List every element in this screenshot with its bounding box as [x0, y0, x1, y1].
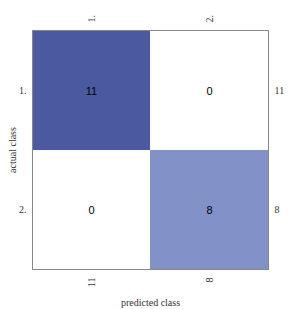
svg-text:8: 8 — [204, 278, 215, 283]
svg-text:2.: 2. — [204, 15, 215, 23]
svg-text:8: 8 — [206, 204, 212, 216]
svg-text:predicted class: predicted class — [121, 297, 180, 308]
svg-text:actual class: actual class — [7, 127, 18, 173]
svg-text:1.: 1. — [86, 15, 97, 23]
svg-text:11: 11 — [86, 85, 97, 97]
svg-text:1.: 1. — [19, 85, 27, 96]
svg-text:8: 8 — [275, 204, 280, 215]
svg-text:2.: 2. — [19, 204, 27, 215]
svg-text:0: 0 — [206, 85, 212, 97]
svg-text:0: 0 — [88, 204, 94, 216]
svg-text:11: 11 — [86, 278, 97, 288]
svg-text:11: 11 — [275, 85, 285, 96]
